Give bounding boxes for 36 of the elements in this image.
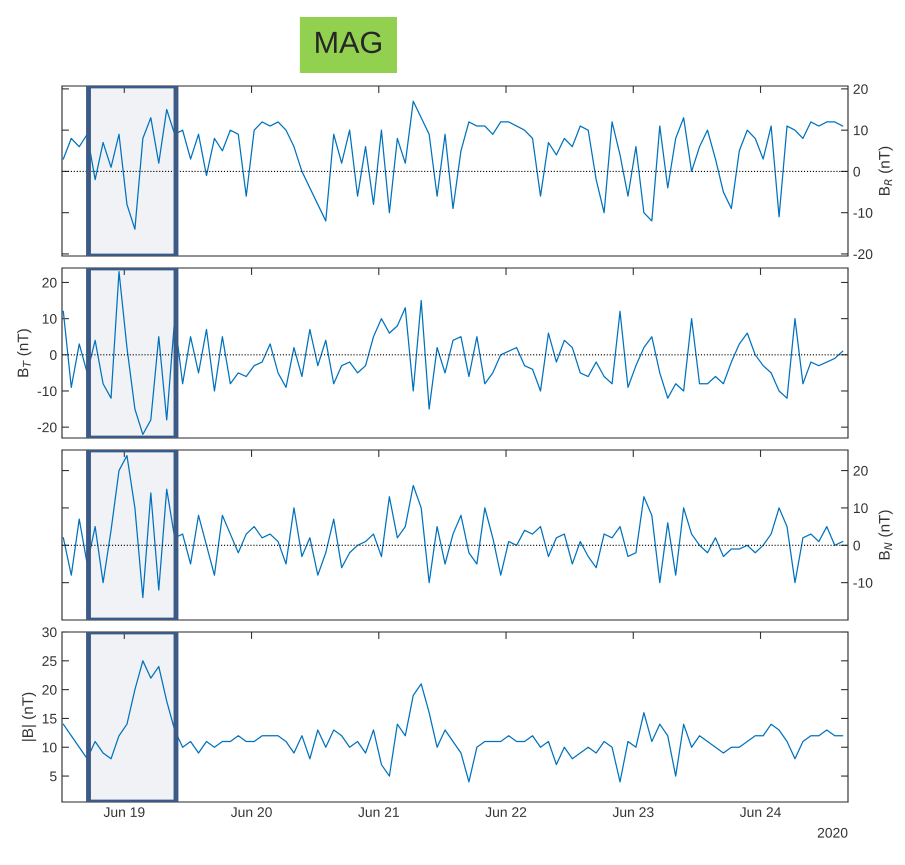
y-tick-label: 30 — [42, 627, 57, 638]
y-tick-label: 15 — [42, 714, 57, 724]
x-tick-label: Jun 20 — [230, 807, 272, 818]
y-tick-label: 20 — [854, 84, 868, 94]
y-axis-title: B$_{T}$ (nT) — [17, 329, 32, 377]
y-tick-label: 20 — [854, 466, 868, 476]
y-tick-label: 10 — [854, 503, 868, 514]
y-tick-label: -10 — [38, 386, 57, 396]
y-tick-label: -10 — [853, 208, 872, 218]
y-tick-label: 0 — [853, 166, 860, 177]
y-tick-label: 5 — [50, 772, 57, 782]
y2-axis-title: B$_{R}$ (nT) — [878, 146, 893, 196]
x-tick-label: Jun 24 — [740, 807, 781, 818]
y-tick-label: 10 — [42, 314, 57, 324]
y-tick-label: 20 — [42, 278, 57, 288]
line-series — [62, 454, 844, 598]
text: 2020 — [818, 828, 848, 838]
chart-title: MAG — [316, 32, 381, 54]
y-tick-label: -20 — [853, 249, 872, 260]
x-tick-label: Jun 22 — [485, 807, 526, 818]
y-tick-label: 0 — [853, 540, 860, 550]
y-axis-title: |B| (nT) — [22, 692, 36, 741]
x-tick-label: Jun 19 — [104, 807, 144, 818]
x-tick-label: Jun 23 — [612, 807, 654, 818]
line-series — [62, 270, 844, 436]
y-tick-label: 0 — [50, 350, 57, 360]
y2-axis-title: B$_{N}$ (nT) — [878, 510, 893, 560]
y-tick-label: -20 — [38, 422, 57, 432]
y-tick-label: -10 — [853, 578, 872, 588]
y-tick-label: 20 — [42, 684, 57, 695]
y-tick-label: 10 — [854, 125, 868, 136]
x-tick-label: Jun 21 — [358, 807, 399, 818]
y-tick-label: 10 — [42, 742, 57, 752]
y-tick-label: 25 — [42, 656, 57, 666]
line-series — [62, 100, 844, 230]
line-series — [62, 660, 844, 782]
